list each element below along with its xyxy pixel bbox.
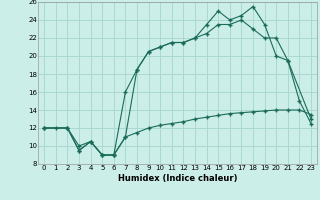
- X-axis label: Humidex (Indice chaleur): Humidex (Indice chaleur): [118, 174, 237, 183]
